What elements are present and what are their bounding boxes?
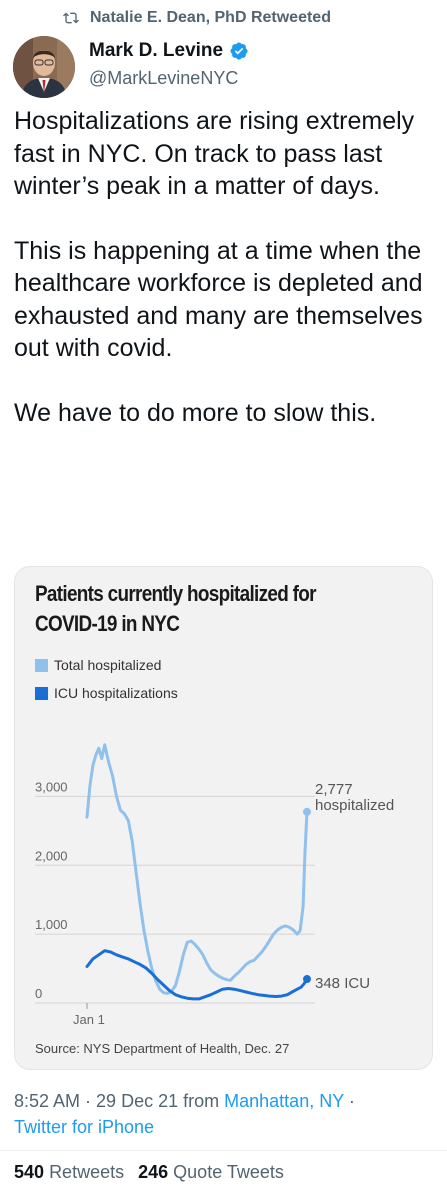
annotation-total-label: hospitalized xyxy=(315,797,394,814)
annotation-icu-label: 348 ICU xyxy=(315,975,370,992)
series-line-total xyxy=(85,743,309,995)
tweet-date[interactable]: 29 Dec 21 xyxy=(96,1091,179,1111)
end-point-icu xyxy=(303,975,311,984)
verified-badge-icon xyxy=(230,42,248,60)
retweet-header[interactable]: Natalie E. Dean, PhD Retweeted xyxy=(62,9,331,27)
series-line-icu xyxy=(85,949,309,1001)
legend-swatch-total xyxy=(35,658,48,672)
tweet-meta: 8:52 AM · 29 Dec 21 from Manhattan, NY ·… xyxy=(14,1091,355,1137)
legend-item-total: Total hospitalized xyxy=(35,651,178,679)
annotation-total-value: 2,777 xyxy=(315,781,353,798)
chart-image-card[interactable]: Patients currently hospitalized for COVI… xyxy=(14,566,433,1070)
end-point-total xyxy=(303,807,311,816)
retweets-label: Retweets xyxy=(49,1162,125,1182)
legend-swatch-icu xyxy=(35,686,48,700)
from-text: from xyxy=(183,1091,220,1111)
location-link[interactable]: Manhattan, NY xyxy=(224,1091,344,1111)
y-tick-label: 1,000 xyxy=(35,917,68,932)
retweet-label: Natalie E. Dean, PhD Retweeted xyxy=(90,9,331,26)
avatar-image xyxy=(13,36,75,98)
y-tick-label: 2,000 xyxy=(35,848,68,863)
retweets-count: 540 xyxy=(14,1162,45,1182)
quotes-count: 246 xyxy=(138,1162,169,1182)
retweets-stat[interactable]: 540 Retweets xyxy=(14,1162,124,1183)
legend-label-icu: ICU hospitalizations xyxy=(54,685,178,701)
tweet-paragraph: We have to do more to slow this. xyxy=(14,398,377,427)
chart-legend: Total hospitalized ICU hospitalizations xyxy=(35,651,178,707)
legend-label-total: Total hospitalized xyxy=(54,657,162,673)
y-tick-label: 3,000 xyxy=(35,779,68,794)
tweet-author[interactable]: Mark D. Levine @MarkLevineNYC xyxy=(89,40,249,89)
author-name[interactable]: Mark D. Levine xyxy=(89,40,224,61)
divider xyxy=(0,1150,447,1151)
client-link[interactable]: Twitter for iPhone xyxy=(14,1117,155,1137)
y-tick-label: 0 xyxy=(35,986,42,1001)
tweet-paragraph: Hospitalizations are rising extremely fa… xyxy=(14,107,415,200)
tweet-paragraph: This is happening at a time when the hea… xyxy=(14,236,423,363)
tweet-stats: 540 Retweets 246 Quote Tweets xyxy=(14,1162,284,1183)
author-handle: @MarkLevineNYC xyxy=(89,68,239,88)
quotes-label: Quote Tweets xyxy=(173,1162,284,1182)
quotes-stat[interactable]: 246 Quote Tweets xyxy=(138,1162,284,1183)
tweet-text: Hospitalizations are rising extremely fa… xyxy=(14,105,439,429)
tweet-time[interactable]: 8:52 AM xyxy=(14,1091,81,1111)
legend-item-icu: ICU hospitalizations xyxy=(35,679,178,707)
chart-title: Patients currently hospitalized for COVI… xyxy=(35,581,316,636)
avatar[interactable] xyxy=(13,36,75,98)
x-tick-label: Jan 1 xyxy=(73,1012,105,1027)
retweet-icon xyxy=(63,12,79,24)
chart-source: Source: NYS Department of Health, Dec. 2… xyxy=(35,1041,289,1056)
